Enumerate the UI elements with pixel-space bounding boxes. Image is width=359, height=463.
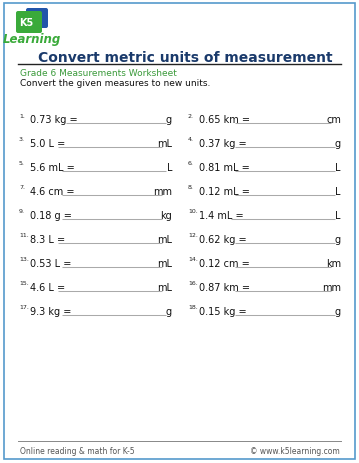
Text: 13.: 13.	[19, 257, 29, 262]
Text: 8.3 L =: 8.3 L =	[30, 234, 65, 244]
Text: 3.: 3.	[19, 137, 25, 142]
Text: L: L	[336, 163, 341, 173]
Text: 4.: 4.	[188, 137, 194, 142]
Text: mL: mL	[157, 282, 172, 292]
Text: 0.37 kg =: 0.37 kg =	[199, 139, 247, 149]
Text: 5.: 5.	[19, 161, 25, 166]
Text: 1.: 1.	[19, 113, 25, 118]
Text: g: g	[166, 115, 172, 125]
Text: mm: mm	[322, 282, 341, 292]
Text: g: g	[335, 307, 341, 316]
Text: 0.53 L =: 0.53 L =	[30, 258, 71, 269]
Text: Grade 6 Measurements Worksheet: Grade 6 Measurements Worksheet	[20, 69, 177, 78]
Text: g: g	[166, 307, 172, 316]
Text: 4.6 cm =: 4.6 cm =	[30, 187, 75, 197]
Text: Convert the given measures to new units.: Convert the given measures to new units.	[20, 79, 210, 88]
Text: 5.0 L =: 5.0 L =	[30, 139, 65, 149]
Text: Convert metric units of measurement: Convert metric units of measurement	[38, 51, 332, 65]
Text: 0.65 km =: 0.65 km =	[199, 115, 250, 125]
Text: 7.: 7.	[19, 185, 25, 190]
Text: 0.18 g =: 0.18 g =	[30, 211, 72, 220]
Text: 6.: 6.	[188, 161, 194, 166]
Text: mL: mL	[157, 234, 172, 244]
Text: 0.87 km =: 0.87 km =	[199, 282, 250, 292]
Text: K5: K5	[19, 18, 33, 28]
Text: 18.: 18.	[188, 305, 198, 310]
Text: mm: mm	[153, 187, 172, 197]
Text: 0.12 mL =: 0.12 mL =	[199, 187, 250, 197]
Text: L: L	[336, 187, 341, 197]
Text: 10.: 10.	[188, 209, 198, 214]
Text: g: g	[335, 234, 341, 244]
Text: 0.15 kg =: 0.15 kg =	[199, 307, 247, 316]
Text: g: g	[335, 139, 341, 149]
FancyBboxPatch shape	[4, 4, 355, 459]
Text: 0.73 kg =: 0.73 kg =	[30, 115, 78, 125]
Text: 0.62 kg =: 0.62 kg =	[199, 234, 247, 244]
Text: 1.4 mL =: 1.4 mL =	[199, 211, 244, 220]
Text: kg: kg	[160, 211, 172, 220]
FancyBboxPatch shape	[16, 12, 42, 34]
Text: 4.6 L =: 4.6 L =	[30, 282, 65, 292]
Text: 8.: 8.	[188, 185, 194, 190]
Text: km: km	[326, 258, 341, 269]
FancyBboxPatch shape	[26, 9, 48, 29]
Text: L: L	[336, 211, 341, 220]
Text: © www.k5learning.com: © www.k5learning.com	[250, 446, 340, 456]
Text: cm: cm	[326, 115, 341, 125]
Text: 2.: 2.	[188, 113, 194, 118]
Text: 16.: 16.	[188, 281, 198, 286]
Text: 9.: 9.	[19, 209, 25, 214]
Text: 5.6 mL =: 5.6 mL =	[30, 163, 75, 173]
Text: 0.81 mL =: 0.81 mL =	[199, 163, 250, 173]
Text: L: L	[167, 163, 172, 173]
Text: mL: mL	[157, 139, 172, 149]
Text: Learning: Learning	[3, 33, 61, 46]
Text: 14.: 14.	[188, 257, 198, 262]
Text: mL: mL	[157, 258, 172, 269]
Text: 11.: 11.	[19, 233, 29, 238]
Text: 12.: 12.	[188, 233, 198, 238]
Text: 17.: 17.	[19, 305, 29, 310]
Text: Online reading & math for K-5: Online reading & math for K-5	[20, 446, 135, 456]
Text: 9.3 kg =: 9.3 kg =	[30, 307, 71, 316]
Text: 0.12 cm =: 0.12 cm =	[199, 258, 250, 269]
Text: 15.: 15.	[19, 281, 29, 286]
